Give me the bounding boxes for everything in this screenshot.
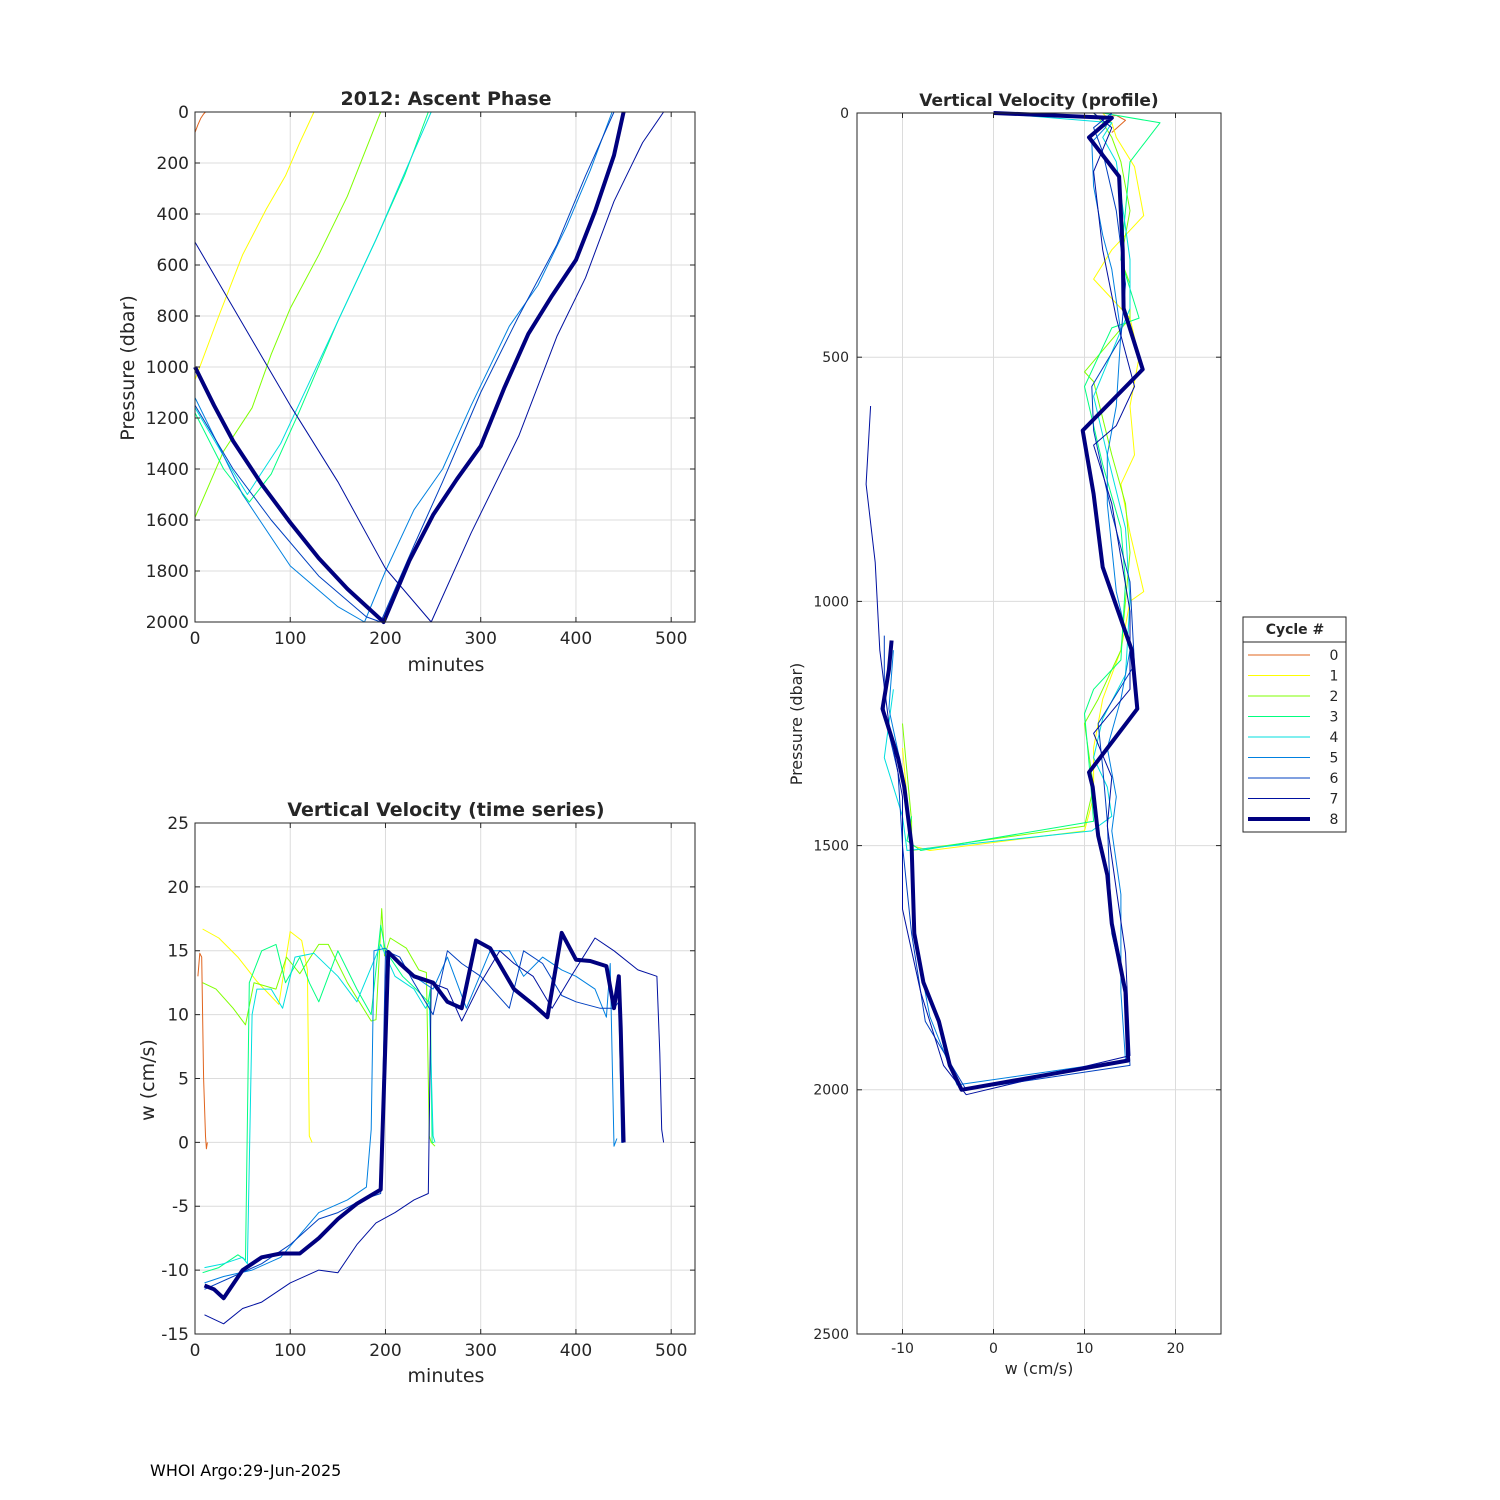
y-tick-label: 400 bbox=[157, 205, 189, 225]
y-tick-label: 1600 bbox=[146, 511, 189, 531]
legend-label: 4 bbox=[1330, 730, 1339, 746]
legend-label: 0 bbox=[1330, 648, 1339, 664]
velocity-time-series-chart: 0 100 200 300 400 500 -15 -10 -5 0 5 10 15 20 25 Verti… bbox=[137, 799, 696, 1387]
series-line-cycle-2 bbox=[902, 112, 1131, 851]
y-tick-label: 800 bbox=[157, 307, 189, 327]
velocity-profile-chart: -10 0 10 20 0 500 1000 1500 2000 2500 Vertical Ve… bbox=[787, 91, 1222, 1378]
x-tick-label: 10 bbox=[1076, 1341, 1094, 1357]
y-tick-label: 25 bbox=[167, 814, 189, 834]
y-axis-label: w (cm/s) bbox=[137, 1039, 159, 1121]
series-line-cycle-6 bbox=[194, 111, 615, 623]
x-tick-label: 300 bbox=[464, 629, 496, 649]
y-tick-label: 1200 bbox=[146, 409, 189, 429]
chart-title: Vertical Velocity (profile) bbox=[919, 91, 1158, 111]
footer-stamp: WHOI Argo:29-Jun-2025 bbox=[150, 1461, 342, 1480]
series-line-cycle-3 bbox=[202, 924, 434, 1274]
x-tick-label: 200 bbox=[369, 629, 401, 649]
y-tick-label: 2000 bbox=[813, 1083, 849, 1099]
y-tick-label: -5 bbox=[172, 1197, 189, 1217]
series-line-cycle-8 bbox=[880, 111, 1145, 1092]
x-axis-label: w (cm/s) bbox=[1005, 1359, 1074, 1378]
x-tick-label: 500 bbox=[655, 1341, 687, 1361]
x-tick-label: 200 bbox=[369, 1341, 401, 1361]
legend: Cycle # 0 1 2 3 4 5 6 7 8 bbox=[1242, 616, 1347, 833]
chart-title: Vertical Velocity (time series) bbox=[287, 799, 604, 821]
series-line-cycle-0 bbox=[197, 952, 208, 1150]
y-tick-label: 10 bbox=[167, 1006, 189, 1026]
y-axis-label: Pressure (dbar) bbox=[117, 295, 139, 441]
series-line-cycle-2 bbox=[194, 111, 382, 518]
x-tick-label: -10 bbox=[891, 1341, 914, 1357]
series-line-cycle-2 bbox=[202, 908, 436, 1147]
y-tick-label: 0 bbox=[178, 1133, 189, 1153]
ascent-phase-chart: 0 100 200 300 400 500 0 200 400 600 800 1000 1200 140… bbox=[117, 88, 696, 676]
y-tick-label: 15 bbox=[167, 942, 189, 962]
y-tick-label: 1000 bbox=[146, 358, 189, 378]
series-line-cycle-8 bbox=[203, 930, 626, 1301]
series-line-cycle-1 bbox=[194, 111, 315, 380]
y-tick-label: 200 bbox=[157, 154, 189, 174]
x-tick-label: 20 bbox=[1167, 1341, 1185, 1357]
y-tick-label: 1500 bbox=[813, 839, 849, 855]
y-tick-label: -15 bbox=[161, 1325, 189, 1345]
x-tick-label: 0 bbox=[989, 1341, 998, 1357]
series-line-cycle-6 bbox=[204, 950, 624, 1290]
y-tick-label: 2500 bbox=[813, 1327, 849, 1343]
x-tick-label: 300 bbox=[464, 1341, 496, 1361]
x-tick-label: 0 bbox=[190, 1341, 201, 1361]
legend-label: 6 bbox=[1330, 771, 1339, 787]
y-tick-label: 1000 bbox=[813, 594, 849, 610]
x-tick-label: 100 bbox=[274, 1341, 306, 1361]
series-line-cycle-0 bbox=[194, 111, 210, 133]
series-line-cycle-7 bbox=[865, 112, 1135, 1096]
y-tick-label: 20 bbox=[167, 878, 189, 898]
y-tick-label: -10 bbox=[161, 1261, 189, 1281]
series-line-cycle-3 bbox=[194, 111, 429, 503]
series-line-cycle-5 bbox=[888, 112, 1131, 1086]
series-line-cycle-5 bbox=[204, 947, 618, 1284]
y-tick-label: 0 bbox=[178, 103, 189, 123]
series-line-cycle-5 bbox=[194, 111, 613, 623]
y-tick-label: 5 bbox=[178, 1069, 189, 1089]
y-axis-label: Pressure (dbar) bbox=[787, 663, 806, 786]
y-tick-label: 500 bbox=[822, 350, 849, 366]
x-tick-label: 100 bbox=[274, 629, 306, 649]
x-tick-label: 500 bbox=[655, 629, 687, 649]
legend-title: Cycle # bbox=[1266, 622, 1325, 638]
series-line-cycle-1 bbox=[202, 928, 313, 1143]
chart-title: 2012: Ascent Phase bbox=[341, 88, 552, 110]
legend-label: 8 bbox=[1330, 812, 1339, 828]
y-tick-label: 2000 bbox=[146, 613, 189, 633]
y-tick-label: 0 bbox=[840, 106, 849, 122]
x-axis-label: minutes bbox=[408, 654, 485, 676]
series-line-cycle-7 bbox=[204, 937, 665, 1325]
y-tick-label: 1800 bbox=[146, 562, 189, 582]
x-tick-label: 0 bbox=[190, 629, 201, 649]
series-line-cycle-8 bbox=[193, 111, 626, 624]
x-tick-label: 400 bbox=[560, 629, 592, 649]
series-line-cycle-7 bbox=[194, 111, 665, 623]
x-axis-label: minutes bbox=[408, 1365, 485, 1387]
series-line-cycle-4 bbox=[204, 943, 436, 1269]
y-tick-label: 1400 bbox=[146, 460, 189, 480]
y-tick-label: 600 bbox=[157, 256, 189, 276]
x-tick-label: 400 bbox=[560, 1341, 592, 1361]
legend-label: 5 bbox=[1330, 751, 1339, 767]
legend-label: 3 bbox=[1330, 710, 1339, 726]
legend-label: 2 bbox=[1330, 689, 1339, 705]
legend-label: 1 bbox=[1330, 669, 1339, 685]
series-line-cycle-4 bbox=[194, 111, 432, 495]
legend-label: 7 bbox=[1330, 792, 1339, 808]
